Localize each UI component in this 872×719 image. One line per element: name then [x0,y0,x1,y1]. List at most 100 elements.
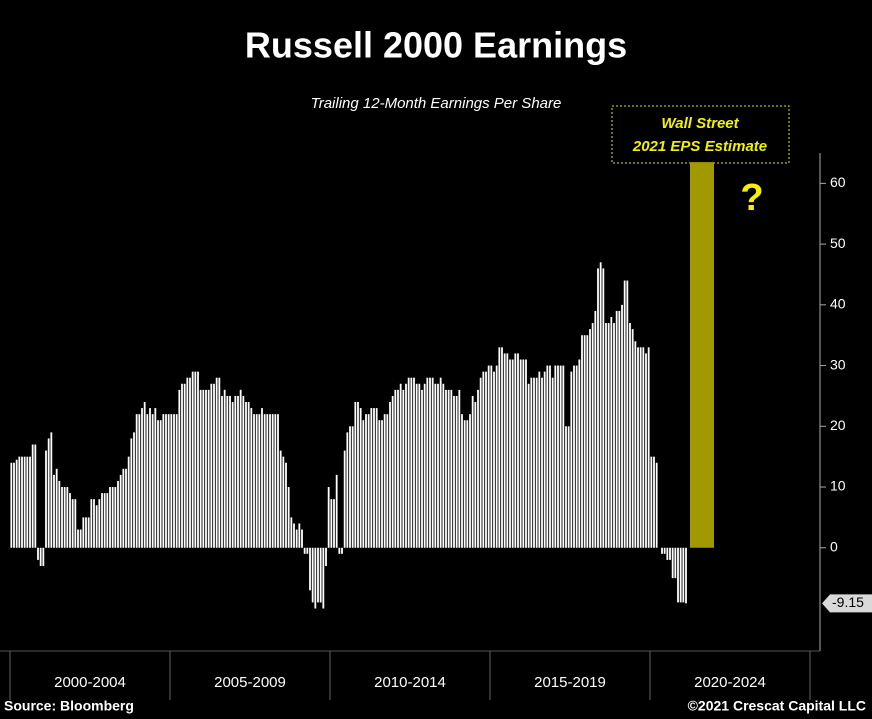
bar [303,547,306,554]
x-tick-label: 2000-2004 [54,674,126,691]
bar [37,547,39,560]
bar [413,377,415,548]
subtitle: Trailing 12-Month Earnings Per Share [311,95,562,112]
bar [541,377,543,548]
bar [378,420,381,548]
bar [455,395,458,548]
bar [351,426,354,548]
bar [589,329,591,548]
bar [133,432,135,548]
bar [287,487,290,548]
y-tick-label: 40 [830,296,846,312]
bar [581,335,583,548]
bar [255,414,258,548]
bar [114,487,117,548]
bar [269,414,271,548]
bar [290,517,293,548]
bar [482,371,485,548]
bar [159,420,162,548]
bar [677,547,679,603]
bar [602,268,605,548]
bar [463,420,466,548]
bar [311,547,314,603]
bar [495,365,498,548]
bar [431,377,434,548]
bar [682,547,685,603]
last-value-label: -9.15 [832,594,864,610]
estimate-label: Wall Street [661,115,739,132]
copyright: ©2021 Crescat Capital LLC [688,698,866,714]
bar [506,353,509,548]
bar [447,389,450,548]
bar [519,359,522,548]
bar [626,280,629,548]
bar [610,316,613,548]
bar [578,359,581,548]
bar [503,353,506,548]
bar [562,365,565,548]
bar [218,377,221,548]
bar [466,420,469,548]
bar [130,438,133,548]
bar [125,468,127,548]
bar [301,529,303,548]
bar [135,414,138,548]
bar [522,359,525,548]
bar [546,365,549,548]
bar [554,365,557,548]
x-tick-label: 2020-2024 [694,674,766,691]
bar [234,395,237,548]
bar [306,547,309,554]
bar [461,414,463,548]
annotation-box [611,105,790,164]
source: Source: Bloomberg [4,698,134,714]
chart-title: Russell 2000 Earnings [245,25,627,66]
bar [530,377,533,548]
bar [559,365,562,548]
bar [69,493,71,548]
bar [183,383,186,548]
bar [573,365,575,548]
bar [199,389,202,548]
bar [367,414,370,548]
bar [671,547,674,579]
bar [591,323,594,548]
y-tick-label: 0 [830,538,838,554]
bar [613,323,615,548]
bar [439,377,442,548]
bar [309,547,311,591]
bar [583,335,586,548]
bar [549,365,551,548]
bar [365,414,367,548]
bar [50,432,53,548]
bar [157,420,159,548]
bar [575,365,578,548]
bar [207,389,210,548]
bar [533,377,535,548]
bar [141,408,143,548]
bar [245,402,247,548]
bar [415,383,418,548]
bar [346,432,349,548]
bar [669,547,671,560]
bar [325,547,327,566]
bar [402,389,405,548]
bar [586,335,589,548]
bar [279,450,282,548]
bar [445,389,447,548]
bar [338,547,341,554]
bar [370,408,373,548]
bar [631,329,634,548]
bar [397,389,399,548]
bar [623,280,626,548]
bar [181,383,183,548]
bar [26,456,29,548]
bar [458,389,461,548]
bar [47,438,50,548]
bar [618,310,621,548]
bar [493,371,495,548]
bar [426,377,429,548]
bar [103,493,106,548]
bar [226,395,229,548]
bar [474,402,477,548]
